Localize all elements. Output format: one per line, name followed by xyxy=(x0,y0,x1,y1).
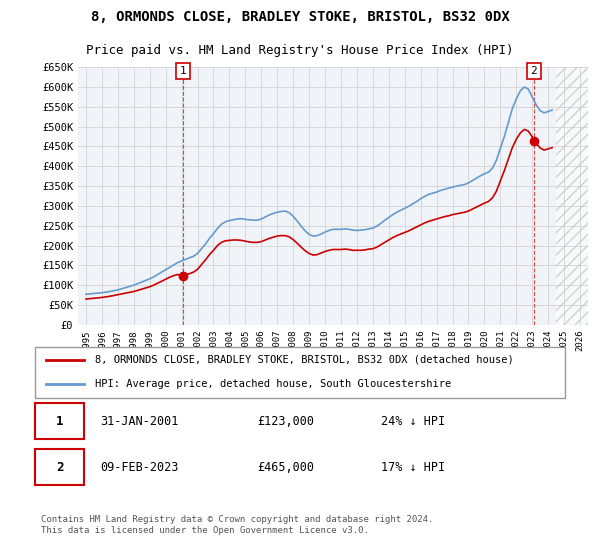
Text: 8, ORMONDS CLOSE, BRADLEY STOKE, BRISTOL, BS32 0DX: 8, ORMONDS CLOSE, BRADLEY STOKE, BRISTOL… xyxy=(91,10,509,24)
FancyBboxPatch shape xyxy=(35,449,84,486)
FancyBboxPatch shape xyxy=(35,347,565,398)
Text: £465,000: £465,000 xyxy=(257,461,314,474)
Text: Price paid vs. HM Land Registry's House Price Index (HPI): Price paid vs. HM Land Registry's House … xyxy=(86,44,514,57)
FancyBboxPatch shape xyxy=(35,403,84,439)
Text: 1: 1 xyxy=(56,415,64,428)
Text: 09-FEB-2023: 09-FEB-2023 xyxy=(100,461,179,474)
Text: 24% ↓ HPI: 24% ↓ HPI xyxy=(381,415,445,428)
Text: 8, ORMONDS CLOSE, BRADLEY STOKE, BRISTOL, BS32 0DX (detached house): 8, ORMONDS CLOSE, BRADLEY STOKE, BRISTOL… xyxy=(95,354,514,365)
Text: 31-JAN-2001: 31-JAN-2001 xyxy=(100,415,179,428)
Text: Contains HM Land Registry data © Crown copyright and database right 2024.
This d: Contains HM Land Registry data © Crown c… xyxy=(41,515,433,535)
Text: 1: 1 xyxy=(179,66,186,76)
Text: HPI: Average price, detached house, South Gloucestershire: HPI: Average price, detached house, Sout… xyxy=(95,379,451,389)
Text: £123,000: £123,000 xyxy=(257,415,314,428)
Text: 2: 2 xyxy=(56,461,64,474)
Text: 2: 2 xyxy=(530,66,537,76)
Text: 17% ↓ HPI: 17% ↓ HPI xyxy=(381,461,445,474)
Bar xyxy=(556,67,588,325)
